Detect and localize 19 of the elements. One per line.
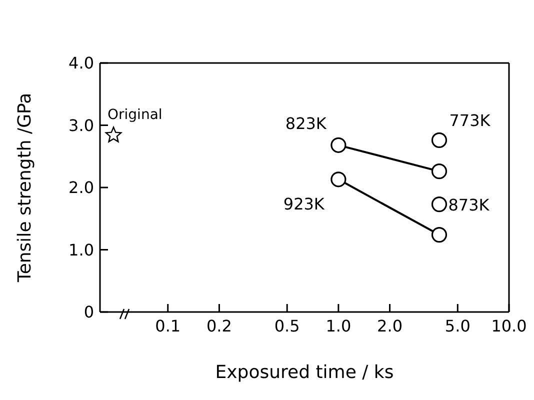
series-label: 923K <box>283 194 325 214</box>
x-tick-label: 5.0 <box>444 316 470 336</box>
y-tick-label: 2.0 <box>68 178 94 198</box>
series-label: 773K <box>449 111 491 130</box>
series-label: 823K <box>285 114 327 134</box>
x-tick-label: 10.0 <box>491 316 527 336</box>
x-tick-label: 0.1 <box>155 316 181 336</box>
y-axis-title: Tensile strength /GPa <box>14 92 36 284</box>
series-label: 873K <box>448 195 490 214</box>
y-tick-label: 4.0 <box>68 54 94 73</box>
x-tick-label: 1.0 <box>326 316 352 336</box>
y-tick-label: 0 <box>84 302 94 322</box>
x-tick-label: 2.0 <box>377 316 403 336</box>
series-label: Original <box>108 107 162 124</box>
x-tick-label: 0.5 <box>274 316 300 336</box>
y-tick-label: 1.0 <box>68 240 94 260</box>
x-axis-title: Exposured time / ks <box>215 362 394 383</box>
y-tick-label: 3.0 <box>68 116 94 135</box>
x-tick-label: 0.2 <box>206 316 232 336</box>
